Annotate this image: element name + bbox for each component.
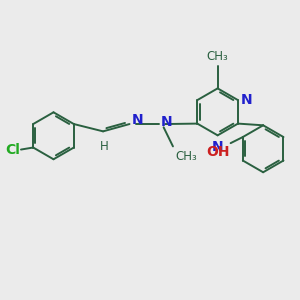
Text: N: N bbox=[212, 140, 224, 154]
Text: N: N bbox=[241, 93, 253, 107]
Text: CH₃: CH₃ bbox=[175, 150, 197, 163]
Text: Cl: Cl bbox=[5, 142, 20, 157]
Text: N: N bbox=[131, 113, 143, 127]
Text: OH: OH bbox=[206, 145, 230, 159]
Text: N: N bbox=[160, 115, 172, 129]
Text: H: H bbox=[100, 140, 109, 153]
Text: CH₃: CH₃ bbox=[207, 50, 229, 63]
